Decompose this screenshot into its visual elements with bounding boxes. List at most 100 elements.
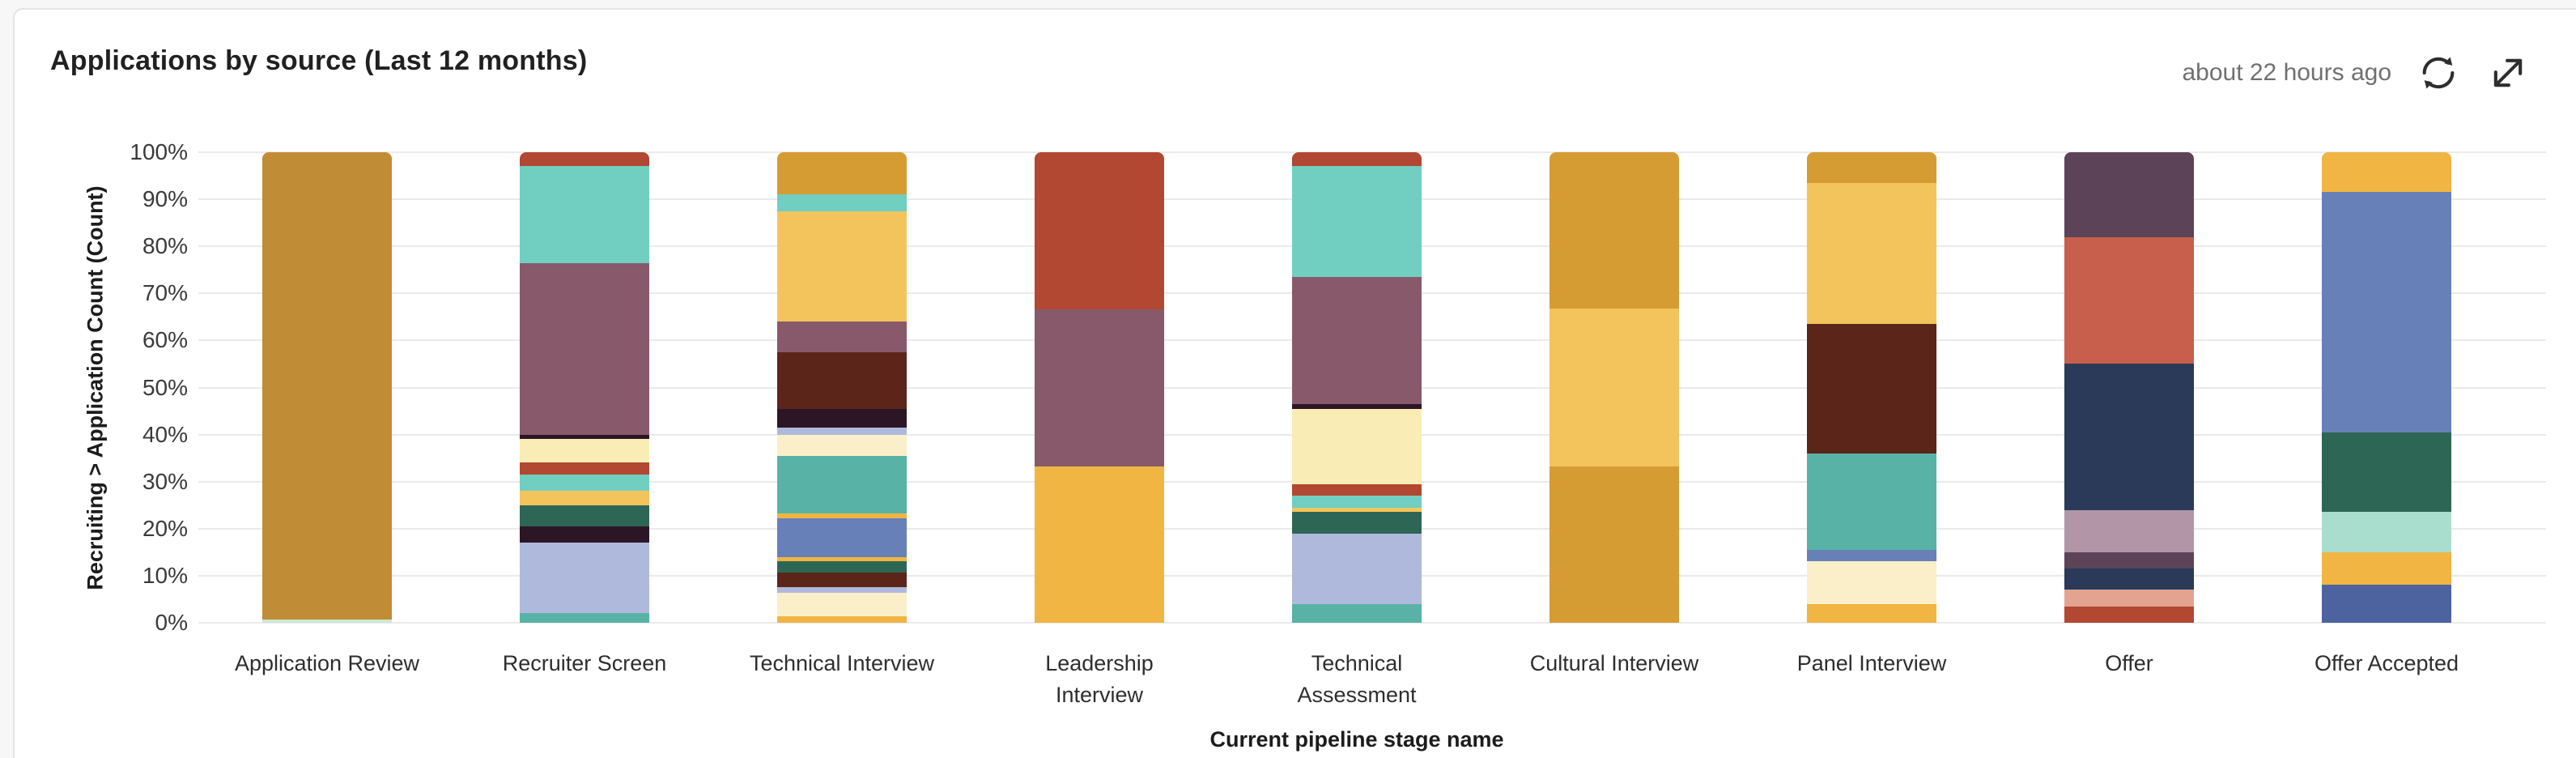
bar-segment[interactable] [1292, 152, 1422, 167]
x-axis-label: Offer [2105, 651, 2153, 675]
bar-leadership-interview[interactable] [1035, 152, 1164, 623]
bar-segment[interactable] [777, 513, 907, 518]
bar-segment[interactable] [520, 543, 649, 614]
expand-button[interactable] [2485, 50, 2531, 96]
bar-segment[interactable] [520, 152, 649, 167]
bar-segment[interactable] [2064, 590, 2194, 607]
bar-segment[interactable] [520, 434, 649, 440]
bar-segment[interactable] [777, 427, 907, 435]
chart-title: Applications by source (Last 12 months) [50, 45, 588, 76]
x-axis-label: Panel Interview [1796, 651, 1947, 675]
bar-offer-accepted[interactable] [2322, 152, 2451, 623]
bar-segment[interactable] [2322, 551, 2451, 586]
bar-segment[interactable] [1292, 483, 1422, 496]
bar-segment[interactable] [2064, 364, 2194, 510]
bar-panel-interview[interactable] [1807, 152, 1936, 623]
bar-segment[interactable] [1292, 496, 1422, 508]
bar-segment[interactable] [777, 573, 907, 588]
gridline [198, 622, 2546, 624]
bar-segment[interactable] [1292, 403, 1422, 409]
bar-segment[interactable] [777, 194, 907, 211]
bar-segment[interactable] [1807, 549, 1936, 562]
bar-segment[interactable] [777, 408, 907, 428]
bar-segment[interactable] [777, 322, 907, 352]
bar-segment[interactable] [1035, 152, 1164, 310]
bar-segment[interactable] [2064, 509, 2194, 552]
x-axis-label: Leadership Interview [1045, 651, 1154, 707]
bar-segment[interactable] [1807, 561, 1936, 604]
bar-segment[interactable] [1292, 603, 1422, 623]
bar-segment[interactable] [262, 619, 392, 623]
bar-segment[interactable] [1807, 152, 1936, 183]
x-axis-label: Technical Interview [749, 651, 935, 675]
bar-segment[interactable] [1035, 466, 1164, 623]
bar-segment[interactable] [2064, 551, 2194, 569]
bar-segment[interactable] [1807, 603, 1936, 623]
bar-segment[interactable] [520, 613, 649, 623]
bar-segment[interactable] [520, 491, 649, 505]
bar-cultural-interview[interactable] [1549, 152, 1679, 623]
bar-technical-assessment[interactable] [1292, 152, 1422, 623]
y-tick-label: 100% [130, 139, 188, 164]
bar-segment[interactable] [2064, 606, 2194, 623]
bar-segment[interactable] [1292, 512, 1422, 534]
bar-segment[interactable] [777, 517, 907, 557]
bar-segment[interactable] [2064, 236, 2194, 364]
bar-segment[interactable] [1292, 166, 1422, 277]
bar-segment[interactable] [777, 434, 907, 456]
bar-segment[interactable] [2064, 152, 2194, 237]
bar-segment[interactable] [777, 351, 907, 409]
bar-segment[interactable] [777, 556, 907, 562]
x-axis-label: Cultural Interview [1529, 651, 1699, 675]
bar-segment[interactable] [2322, 512, 2451, 552]
y-tick-label: 30% [142, 468, 188, 494]
bar-segment[interactable] [520, 166, 649, 263]
x-axis-title: Current pipeline stage name [1209, 727, 1504, 752]
y-tick-label: 90% [142, 186, 188, 212]
bar-segment[interactable] [777, 615, 907, 623]
x-axis-label: Recruiter Screen [502, 651, 667, 675]
bar-segment[interactable] [2322, 432, 2451, 513]
bar-segment[interactable] [520, 462, 649, 475]
bar-segment[interactable] [520, 439, 649, 463]
bar-segment[interactable] [1292, 408, 1422, 484]
bar-offer[interactable] [2064, 152, 2194, 623]
refresh-icon [2422, 57, 2455, 89]
bar-segment[interactable] [2064, 568, 2194, 590]
x-axis-label: Technical Assessment [1297, 651, 1417, 707]
bar-segment[interactable] [1035, 309, 1164, 466]
expand-icon [2493, 58, 2523, 87]
bar-segment[interactable] [1807, 324, 1936, 454]
bar-segment[interactable] [1292, 533, 1422, 604]
bar-application-review[interactable] [262, 152, 392, 623]
bar-segment[interactable] [2322, 152, 2451, 193]
x-axis-label: Application Review [234, 651, 420, 675]
y-tick-label: 10% [142, 562, 188, 588]
bar-segment[interactable] [1807, 453, 1936, 550]
bar-segment[interactable] [520, 505, 649, 526]
bar-segment[interactable] [520, 262, 649, 435]
bar-segment[interactable] [1807, 182, 1936, 325]
bar-segment[interactable] [1292, 507, 1422, 513]
bar-segment[interactable] [777, 152, 907, 195]
bar-segment[interactable] [520, 474, 649, 492]
bar-segment[interactable] [777, 561, 907, 573]
refresh-button[interactable] [2416, 50, 2461, 96]
bar-segment[interactable] [2322, 192, 2451, 432]
bar-technical-interview[interactable] [777, 152, 907, 623]
bar-segment[interactable] [777, 593, 907, 616]
bar-segment[interactable] [2322, 585, 2451, 623]
y-tick-label: 60% [142, 327, 188, 353]
last-updated: about 22 hours ago [2182, 59, 2391, 86]
bar-recruiter-screen[interactable] [520, 152, 649, 623]
bar-segment[interactable] [1549, 152, 1679, 309]
bar-segment[interactable] [777, 587, 907, 594]
bar-segment[interactable] [520, 526, 649, 543]
bar-segment[interactable] [1549, 309, 1679, 466]
bar-segment[interactable] [1549, 466, 1679, 623]
bar-segment[interactable] [1292, 276, 1422, 404]
bar-segment[interactable] [777, 455, 907, 514]
bar-segment[interactable] [262, 152, 392, 620]
bar-segment[interactable] [777, 211, 907, 322]
